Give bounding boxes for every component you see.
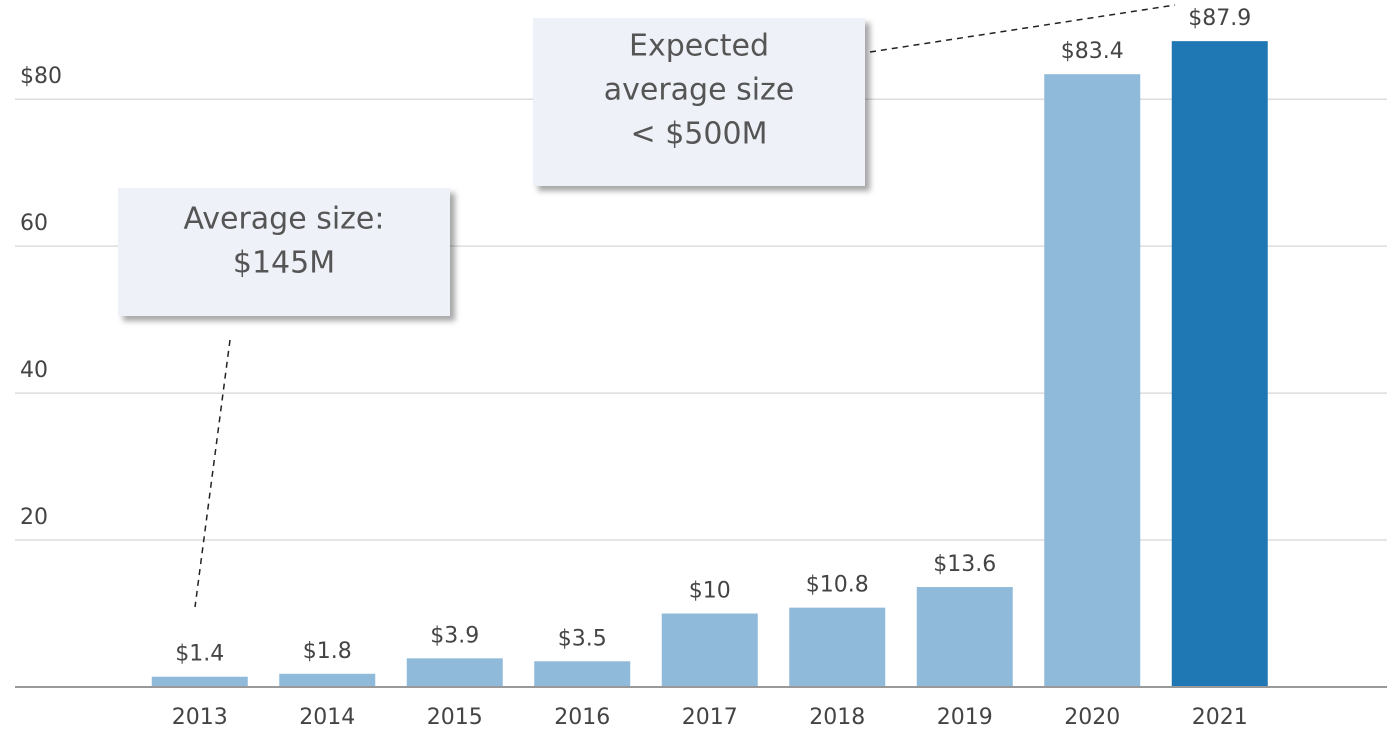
value-label: $83.4 <box>1061 39 1124 64</box>
annotation-text: Average size: <box>183 202 384 237</box>
x-tick-label: 2016 <box>554 705 610 730</box>
leader-line <box>869 4 1176 53</box>
value-label: $87.9 <box>1188 6 1251 31</box>
bar <box>1044 74 1141 687</box>
x-tick-label: 2021 <box>1192 705 1248 730</box>
value-label: $13.6 <box>933 552 996 577</box>
value-label: $1.8 <box>303 639 352 664</box>
x-tick-label: 2020 <box>1064 705 1120 730</box>
value-label: $1.4 <box>175 642 224 667</box>
x-tick-label: 2015 <box>427 705 483 730</box>
annotation-text: < $500M <box>631 117 768 152</box>
value-label: $3.5 <box>558 626 607 651</box>
bar <box>789 607 886 687</box>
bar <box>916 587 1013 687</box>
bar <box>279 673 376 687</box>
value-label: $3.9 <box>430 623 479 648</box>
leader-line <box>194 339 231 608</box>
x-tick-label: 2019 <box>937 705 993 730</box>
bar <box>406 658 503 687</box>
value-label: $10 <box>689 579 731 604</box>
annotation-box <box>533 18 865 186</box>
y-tick-label: 40 <box>20 358 48 383</box>
y-tick-label: $80 <box>20 64 62 89</box>
y-tick-label: 60 <box>20 211 48 236</box>
annotations: Average size: $145M Expected average size < … <box>183 29 794 281</box>
annotation-box <box>118 188 450 316</box>
annotation-text: $145M <box>233 246 335 281</box>
annotation-text: average size <box>604 73 795 108</box>
x-tick-label: 2018 <box>809 705 865 730</box>
x-tick-label: 2014 <box>299 705 355 730</box>
y-tick-label: 20 <box>20 505 48 530</box>
x-tick-label: 2013 <box>172 705 228 730</box>
bars: 2013 $1.4 2014 $1.8 2015 $3.9 2016 $3.5 2017 $10 2… <box>151 6 1268 730</box>
value-label: $10.8 <box>806 573 869 598</box>
x-tick-label: 2017 <box>682 705 738 730</box>
bar <box>1171 41 1268 687</box>
bar <box>534 661 631 687</box>
annotation-text: Expected <box>629 29 769 64</box>
bar <box>661 613 758 687</box>
bar <box>151 676 248 687</box>
